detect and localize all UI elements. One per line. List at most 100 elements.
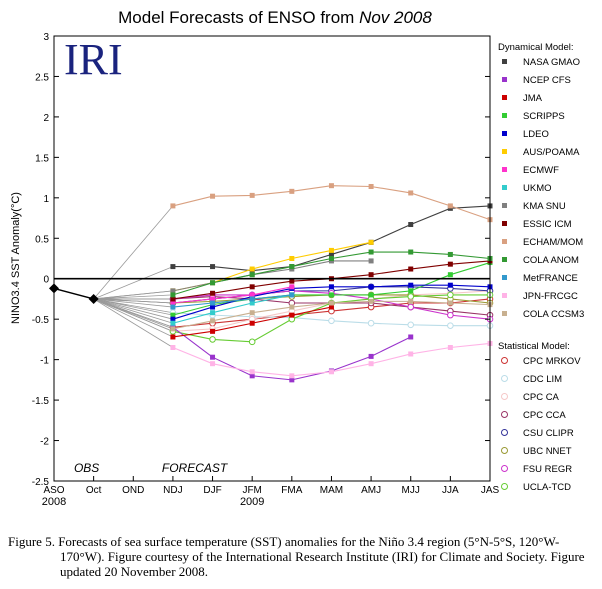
series-point	[289, 188, 295, 194]
series-point	[408, 288, 414, 294]
series-point	[249, 284, 255, 290]
obs-line	[53, 287, 94, 300]
legend-marker	[501, 429, 508, 436]
y-tick-label: 3	[43, 32, 49, 43]
legend-entry: FSU REGR	[523, 464, 572, 475]
x-tick-label: FMA	[281, 485, 302, 496]
legend-entry: ECHAM/MOM	[523, 237, 583, 248]
series-connector	[93, 298, 174, 320]
series-point	[249, 369, 255, 375]
legend-marker	[501, 465, 508, 472]
series-point	[407, 303, 415, 311]
series-connector	[93, 298, 174, 348]
series-point	[447, 300, 453, 306]
legend-marker	[502, 311, 507, 316]
legend: Dynamical Model: NASA GMAO NCEP CFS JMA SCRI…	[498, 42, 584, 493]
series-point	[368, 258, 374, 264]
series-point	[209, 336, 216, 343]
series-point	[170, 326, 176, 332]
series-point	[289, 292, 295, 298]
series-line	[172, 286, 292, 304]
dynamical-series-jma	[93, 298, 334, 340]
y-tick-label: 0.5	[35, 234, 49, 245]
series-point	[289, 373, 295, 379]
legend-entry: UKMO	[523, 183, 552, 194]
series-connector	[93, 266, 174, 300]
x-tick-label: NDJ	[163, 485, 182, 496]
series-point	[210, 300, 216, 306]
series-point	[249, 192, 255, 198]
legend-entry: ESSIC ICM	[523, 219, 572, 230]
legend-marker	[502, 59, 507, 64]
series-point	[367, 319, 375, 327]
obs-label: OBS	[74, 461, 99, 475]
legend-entry: NASA GMAO	[523, 57, 580, 68]
legend-entry: CPC MRKOV	[523, 356, 581, 367]
series-point	[328, 247, 334, 253]
series-point	[170, 296, 176, 302]
legend-entry: CPC CA	[523, 392, 560, 403]
legend-entry: NCEP CFS	[523, 75, 571, 86]
x-tick-label: JJA	[442, 485, 459, 496]
series-point	[328, 369, 334, 375]
series-point	[447, 291, 454, 299]
legend-entry: SCRIPPS	[523, 111, 565, 122]
series-point	[289, 256, 295, 261]
series-point	[170, 334, 176, 340]
series-line	[172, 294, 292, 324]
series-point	[170, 345, 176, 350]
series-point	[249, 320, 255, 326]
series-connector	[93, 298, 173, 304]
series-point	[249, 310, 255, 316]
series-point	[407, 321, 415, 329]
series-point	[328, 183, 334, 189]
legend-marker	[502, 185, 507, 190]
series-point	[408, 222, 414, 228]
series-point	[328, 251, 334, 257]
legend-marker	[501, 447, 508, 454]
legend-marker	[502, 167, 507, 172]
legend-marker	[501, 375, 508, 382]
series-point	[328, 256, 334, 261]
series-point	[447, 345, 453, 350]
series-point	[170, 304, 176, 310]
series-point	[408, 351, 414, 357]
series-point	[170, 203, 176, 209]
series-point	[368, 183, 374, 189]
obs-point	[88, 293, 99, 304]
series-point	[170, 300, 176, 306]
series-point	[407, 293, 415, 300]
series-point	[210, 304, 216, 310]
series-point	[408, 266, 414, 272]
series-point	[210, 296, 216, 302]
series-point	[289, 284, 295, 290]
series-point	[170, 264, 176, 270]
dynamical-series-cola-ccsm3	[93, 298, 493, 332]
series-connector	[93, 290, 173, 300]
legend-entry: UCLA-TCD	[523, 482, 571, 493]
legend-marker	[502, 113, 507, 118]
series-point	[170, 312, 176, 318]
y-tick-label: -1.5	[32, 396, 50, 407]
series-layer	[49, 183, 494, 383]
series-point	[368, 292, 374, 298]
legend-marker	[502, 239, 507, 244]
series-line	[172, 326, 411, 381]
series-connector	[93, 205, 174, 300]
legend-marker	[502, 77, 507, 82]
series-point	[170, 292, 176, 298]
legend-entry: CDC LIM	[523, 374, 562, 385]
series-point	[210, 328, 216, 334]
series-point	[210, 318, 216, 324]
y-tick-label: -1	[40, 356, 49, 367]
series-point	[408, 190, 414, 196]
series-point	[328, 292, 334, 298]
legend-marker	[501, 393, 508, 400]
series-point	[210, 193, 216, 199]
chart-title: Model Forecasts of ENSO from Nov 2008	[118, 8, 432, 27]
figure-caption: Figure 5. Forecasts of sea surface tempe…	[8, 534, 594, 579]
x-tick-label: MJJ	[402, 485, 420, 496]
series-point	[170, 316, 176, 322]
year-label: 2008	[42, 496, 66, 508]
iri-logo: IRI	[64, 35, 123, 84]
